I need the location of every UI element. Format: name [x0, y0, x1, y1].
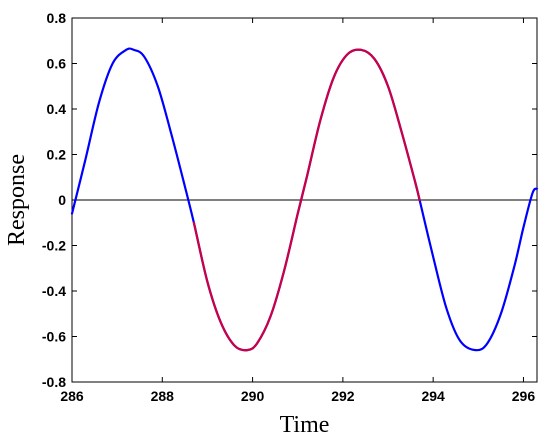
y-tick-label: -0.8 [42, 374, 66, 390]
y-tick-label: 0.4 [47, 101, 67, 117]
x-tick-label: 286 [60, 388, 84, 404]
y-tick-label: 0.2 [47, 147, 67, 163]
y-tick-label: -0.6 [42, 329, 66, 345]
tick-marks [71, 17, 537, 383]
series-lines [70, 47, 539, 352]
tick-labels: 286 288 290 292 294 296 0.8 0.6 0.4 0.2 0 -0.2 -0.4 -… [42, 10, 535, 404]
x-axis-title: Time [280, 412, 330, 438]
x-tick-label: 292 [331, 388, 355, 404]
y-tick-label: 0.6 [47, 56, 67, 72]
x-tick-label: 290 [241, 388, 265, 404]
x-tick-label: 294 [421, 388, 445, 404]
y-tick-label: 0 [58, 192, 66, 208]
y-tick-label: -0.4 [42, 283, 66, 299]
series-line-red [192, 48, 421, 352]
x-tick-label: 288 [151, 388, 175, 404]
x-tick-label: 296 [512, 388, 536, 404]
y-tick-label: 0.8 [47, 10, 67, 26]
y-tick-label: -0.2 [42, 238, 66, 254]
y-axis-title: Response [4, 154, 30, 246]
